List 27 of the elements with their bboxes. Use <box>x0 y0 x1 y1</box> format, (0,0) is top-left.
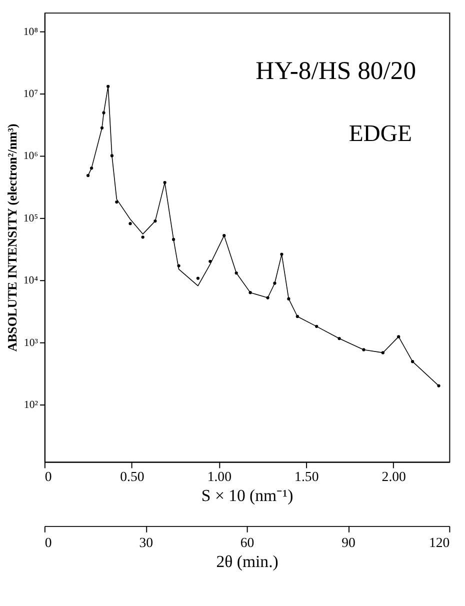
y-tick-label: 10⁷ <box>23 88 38 100</box>
x2-tick-label: 120 <box>428 535 450 550</box>
y-tick-label: 10⁶ <box>23 150 38 162</box>
point <box>115 200 118 204</box>
y-tick-label: 10⁵ <box>23 212 38 224</box>
x-axis-title: S × 10 (nm⁻¹) <box>201 486 294 505</box>
x-tick-label: 1.50 <box>294 469 319 484</box>
annotation: EDGE <box>348 120 412 147</box>
point <box>141 236 144 239</box>
point <box>128 222 132 226</box>
y-tick-label: 10⁴ <box>23 274 38 287</box>
x2-tick-label: 90 <box>342 535 356 550</box>
y-tick-label: 10² <box>24 398 38 411</box>
x-tick-label: 0 <box>44 469 52 484</box>
point <box>437 384 440 388</box>
x2-tick-label: 0 <box>44 535 52 550</box>
x2-tick-label: 60 <box>240 535 254 550</box>
y-axis-title: ABSOLUTE INTENSITY (electron²/nm³) <box>5 124 20 352</box>
x2-tick-label: 30 <box>139 535 154 550</box>
point <box>196 276 200 280</box>
y-tick-label: 10⁸ <box>23 26 38 38</box>
x-tick-label: 0.50 <box>120 469 144 484</box>
y-tick-label: 10³ <box>24 336 39 349</box>
x-tick-label: 2.00 <box>382 469 406 484</box>
x-tick-label: 1.00 <box>207 469 232 484</box>
annotation: HY-8/HS 80/20 <box>256 56 416 85</box>
x2-axis-title: 2θ (min.) <box>216 552 278 571</box>
